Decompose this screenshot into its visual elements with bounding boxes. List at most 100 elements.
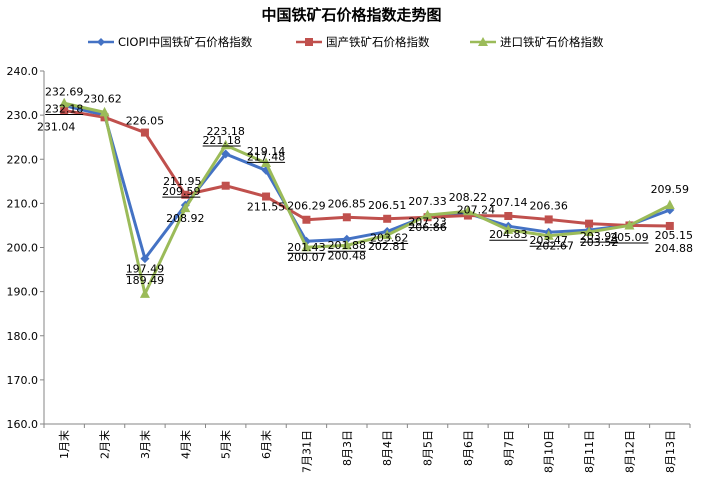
data-label: 206.36 [529, 199, 568, 212]
y-tick-label: 210.0 [7, 197, 39, 210]
data-label: 189.49 [126, 274, 165, 287]
legend-label-imported: 进口铁矿石价格指数 [500, 35, 604, 49]
data-point-imported [99, 106, 110, 117]
data-point-domestic [463, 211, 472, 220]
x-tick-label: 6月末 [259, 430, 273, 459]
x-tick-label: 1月末 [57, 430, 71, 459]
data-label: 204.83 [489, 228, 528, 241]
data-label: 200.07 [287, 251, 326, 264]
legend-item-domestic: 国产铁矿石价格指数 [296, 34, 430, 50]
y-tick-label: 180.0 [7, 330, 39, 343]
data-point-domestic [504, 211, 513, 220]
data-label: 205.15 [655, 229, 694, 242]
data-label: 219.14 [247, 145, 286, 158]
data-label: 203.62 [370, 232, 409, 245]
data-point-imported [462, 205, 473, 216]
data-point-imported [139, 288, 150, 298]
data-label: 232.18 [45, 103, 84, 116]
data-label: 207.33 [408, 195, 447, 208]
data-label: 203.52 [580, 236, 619, 249]
data-point-imported [180, 202, 191, 213]
x-tick-label: 8月7日 [502, 430, 515, 466]
data-label: 206.29 [287, 200, 326, 213]
data-label: 207.14 [489, 196, 528, 209]
data-label: 209.59 [651, 183, 690, 196]
y-tick-label: 190.0 [7, 286, 39, 299]
data-label: 226.05 [126, 115, 165, 128]
data-label: 207.23 [408, 216, 447, 229]
series-line-0 [63, 104, 671, 261]
data-point-imported [664, 199, 675, 210]
data-label: 232.69 [45, 85, 84, 98]
data-point-imported [220, 139, 231, 150]
x-tick-label: 8月10日 [543, 430, 556, 473]
legend-label-ciopi: CIOPI中国铁矿石价格指数 [118, 35, 253, 49]
data-point-imported [59, 97, 70, 108]
data-point-imported [382, 229, 393, 240]
y-tick-label: 220.0 [7, 153, 39, 166]
data-label: 203.94 [580, 230, 619, 243]
data-label: 206.85 [328, 197, 367, 210]
data-label: 207.24 [457, 204, 496, 217]
data-point-domestic [302, 215, 311, 224]
data-label: 200.48 [328, 249, 367, 262]
y-tick-label: 200.0 [7, 242, 39, 255]
legend-swatch-ciopi [88, 38, 114, 46]
series-line-1 [63, 109, 670, 228]
data-label: 206.86 [408, 221, 447, 234]
data-point-imported [301, 241, 312, 252]
data-point-domestic [544, 215, 553, 224]
data-point-imported [341, 239, 352, 250]
data-label: 211.55 [247, 201, 286, 214]
data-label: 221.18 [202, 134, 241, 147]
chart-title: 中国铁矿石价格指数走势图 [261, 6, 442, 24]
data-label: 202.81 [368, 240, 407, 253]
legend-item-imported: 进口铁矿石价格指数 [470, 34, 604, 50]
legend-label-domestic: 国产铁矿石价格指数 [326, 35, 430, 49]
data-point-imported [422, 209, 433, 220]
data-point-imported [624, 219, 635, 230]
data-point-ciopi [221, 149, 231, 159]
legend-item-ciopi: CIOPI中国铁矿石价格指数 [88, 34, 252, 50]
data-label: 209.59 [162, 185, 201, 198]
y-tick-label: 170.0 [7, 374, 39, 387]
data-point-domestic [181, 190, 190, 199]
x-tick-label: 5月末 [219, 430, 233, 459]
data-point-domestic [221, 181, 230, 190]
legend-swatch-imported [470, 37, 496, 46]
data-label: 223.18 [206, 125, 245, 138]
data-point-imported [543, 230, 554, 240]
data-point-domestic [262, 192, 271, 201]
x-tick-label: 2月末 [98, 430, 112, 459]
data-point-domestic [665, 221, 674, 230]
x-tick-label: 8月6日 [462, 430, 475, 466]
data-label: 197.49 [126, 263, 165, 276]
legend: CIOPI中国铁矿石价格指数 国产铁矿石价格指数 进口铁矿石价格指数 [0, 34, 703, 52]
legend-swatch-domestic [296, 38, 322, 46]
x-tick-label: 8月11日 [583, 430, 596, 473]
x-tick-label: 3月末 [138, 430, 152, 459]
data-point-imported [584, 226, 595, 236]
data-label: 230.62 [83, 92, 122, 105]
data-point-ciopi [342, 234, 352, 244]
x-tick-label: 4月末 [178, 430, 192, 459]
data-label: 206.51 [368, 199, 407, 212]
y-tick-label: 230.0 [7, 109, 39, 122]
data-point-domestic [383, 214, 392, 223]
data-label: 211.95 [163, 175, 202, 188]
data-label: 205.09 [610, 231, 649, 244]
y-tick-label: 160.0 [7, 418, 39, 431]
x-tick-label: 8月5日 [422, 430, 435, 466]
data-point-domestic [342, 213, 351, 222]
x-tick-label: 7月31日 [300, 430, 313, 473]
data-label: 208.92 [166, 212, 205, 225]
data-label: 201.43 [287, 241, 326, 254]
x-tick-label: 8月3日 [341, 430, 354, 466]
data-label: 217.48 [247, 150, 286, 163]
data-label: 231.04 [37, 121, 76, 134]
data-point-domestic [60, 106, 69, 115]
x-tick-label: 8月12日 [623, 430, 636, 473]
data-point-domestic [585, 219, 594, 228]
